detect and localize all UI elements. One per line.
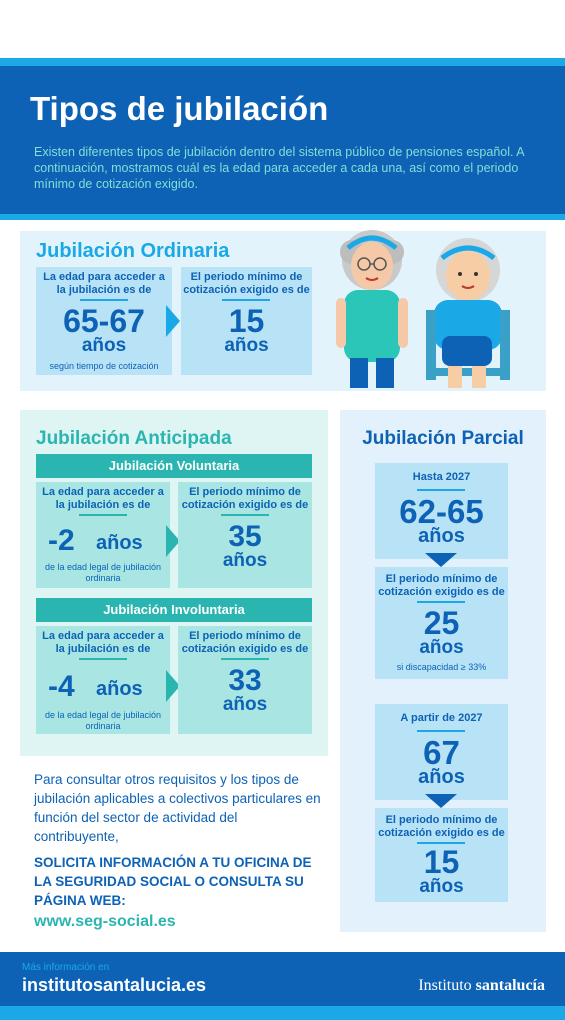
voluntaria-age-note: de la edad legal de jubilación ordinaria bbox=[44, 562, 162, 583]
intro-text: Existen diferentes tipos de jubilación d… bbox=[34, 145, 524, 191]
parcial-block2-age-unit: años bbox=[418, 766, 465, 788]
voluntaria-period-box: El periodo mínimo de cotización exigido … bbox=[178, 482, 312, 588]
involuntaria-age-value: -4 bbox=[48, 670, 75, 703]
parcial-block2-period-box: El periodo mínimo de cotización exigido … bbox=[375, 808, 508, 902]
involuntaria-period-box: El periodo mínimo de cotización exigido … bbox=[178, 626, 312, 734]
seg-social-link[interactable]: www.seg-social.es bbox=[34, 913, 176, 930]
involuntaria-age-unit: años bbox=[96, 678, 143, 700]
divider bbox=[221, 658, 269, 660]
brand-logo: Instituto santalucía bbox=[418, 977, 545, 995]
ordinaria-period-label: El periodo mínimo de cotización exigido … bbox=[183, 271, 310, 296]
parcial-block1-age-value: 62-65 bbox=[399, 493, 484, 530]
ordinaria-period-unit: años bbox=[224, 335, 269, 356]
divider bbox=[221, 514, 269, 516]
arrow-right-icon bbox=[166, 670, 180, 702]
footer-website-link[interactable]: institutosantalucia.es bbox=[22, 975, 207, 995]
voluntaria-age-label: La edad para acceder a la jubilación es … bbox=[42, 486, 164, 511]
parcial-block2-age-value: 67 bbox=[423, 734, 460, 771]
involuntaria-period-value: 33 bbox=[228, 664, 262, 697]
header-banner bbox=[0, 66, 565, 214]
involuntaria-age-box: La edad para acceder a la jubilación es … bbox=[36, 626, 170, 734]
voluntaria-period-unit: años bbox=[222, 550, 268, 571]
ordinaria-age-note: según tiempo de cotización bbox=[49, 361, 159, 371]
ordinaria-title: Jubilación Ordinaria bbox=[36, 240, 230, 262]
parcial-title: Jubilación Parcial bbox=[362, 428, 524, 449]
info-text: Para consultar otros requisitos y los ti… bbox=[34, 772, 321, 844]
anticipada-title: Jubilación Anticipada bbox=[36, 428, 232, 449]
involuntaria-age-note: de la edad legal de jubilación ordinaria bbox=[44, 710, 162, 731]
ordinaria-period-box: El periodo mínimo de cotización exigido … bbox=[181, 267, 312, 375]
parcial-block2-when: A partir de 2027 bbox=[400, 712, 483, 724]
parcial-block1-note: si discapacidad ≥ 33% bbox=[396, 662, 487, 672]
ordinaria-age-box: La edad para acceder a la jubilación es … bbox=[36, 267, 172, 375]
parcial-block1-period-unit: años bbox=[419, 637, 464, 658]
parcial-block1-period-box: El periodo mínimo de cotización exigido … bbox=[375, 567, 508, 679]
involuntaria-title: Jubilación Involuntaria bbox=[36, 598, 312, 622]
ordinaria-age-label: La edad para acceder a la jubilación es … bbox=[43, 271, 165, 296]
divider bbox=[79, 658, 127, 660]
parcial-block1-period-label: El periodo mínimo de cotización exigido … bbox=[378, 573, 505, 598]
arrow-right-icon bbox=[166, 525, 180, 557]
divider bbox=[79, 514, 127, 516]
involuntaria-age-label: La edad para acceder a la jubilación es … bbox=[42, 630, 164, 655]
voluntaria-period-label: El periodo mínimo de cotización exigido … bbox=[181, 486, 309, 511]
page-title: Tipos de jubilación bbox=[30, 90, 329, 127]
parcial-block2-age-box: A partir de 2027 67 años bbox=[375, 704, 508, 800]
brand-light: Instituto bbox=[418, 977, 476, 994]
arrow-down-icon bbox=[425, 553, 457, 567]
voluntaria-title: Jubilación Voluntaria bbox=[36, 454, 312, 478]
divider bbox=[80, 299, 128, 301]
header-bottom-stripe bbox=[0, 214, 565, 220]
parcial-block2-period-unit: años bbox=[419, 876, 464, 897]
arrow-right-icon bbox=[166, 305, 180, 337]
parcial-block1-age-unit: años bbox=[418, 525, 465, 547]
divider bbox=[417, 842, 465, 844]
info-call-to-action: SOLICITA INFORMACIÓN A TU OFICINA DE LA … bbox=[34, 855, 312, 908]
ordinaria-period-value: 15 bbox=[228, 303, 265, 339]
ordinaria-age-value: 65-67 bbox=[63, 303, 145, 339]
footer-more-info: Más información en bbox=[22, 962, 110, 973]
ordinaria-age-unit: años bbox=[81, 335, 127, 356]
parcial-block1-when: Hasta 2027 bbox=[412, 471, 471, 483]
involuntaria-period-unit: años bbox=[222, 694, 268, 715]
voluntaria-age-unit: años bbox=[96, 532, 143, 554]
voluntaria-age-box: La edad para acceder a la jubilación es … bbox=[36, 482, 170, 588]
footer-bottom-stripe bbox=[0, 1006, 565, 1020]
divider bbox=[222, 299, 270, 301]
voluntaria-age-value: -2 bbox=[48, 524, 75, 557]
header-top-stripe bbox=[0, 58, 565, 66]
voluntaria-period-value: 35 bbox=[228, 520, 262, 553]
elderly-women-illustration bbox=[336, 230, 510, 388]
arrow-down-icon bbox=[425, 794, 457, 808]
parcial-block1-period-value: 25 bbox=[423, 605, 460, 641]
involuntaria-period-label: El periodo mínimo de cotización exigido … bbox=[181, 630, 309, 655]
divider bbox=[417, 489, 465, 491]
parcial-block1-age-box: Hasta 2027 62-65 años bbox=[375, 463, 508, 559]
parcial-block2-period-label: El periodo mínimo de cotización exigido … bbox=[378, 814, 505, 839]
footer-bar bbox=[0, 952, 565, 1006]
divider bbox=[417, 730, 465, 732]
divider bbox=[417, 601, 465, 603]
parcial-block2-period-value: 15 bbox=[423, 844, 460, 880]
brand-bold: santalucía bbox=[475, 977, 545, 994]
